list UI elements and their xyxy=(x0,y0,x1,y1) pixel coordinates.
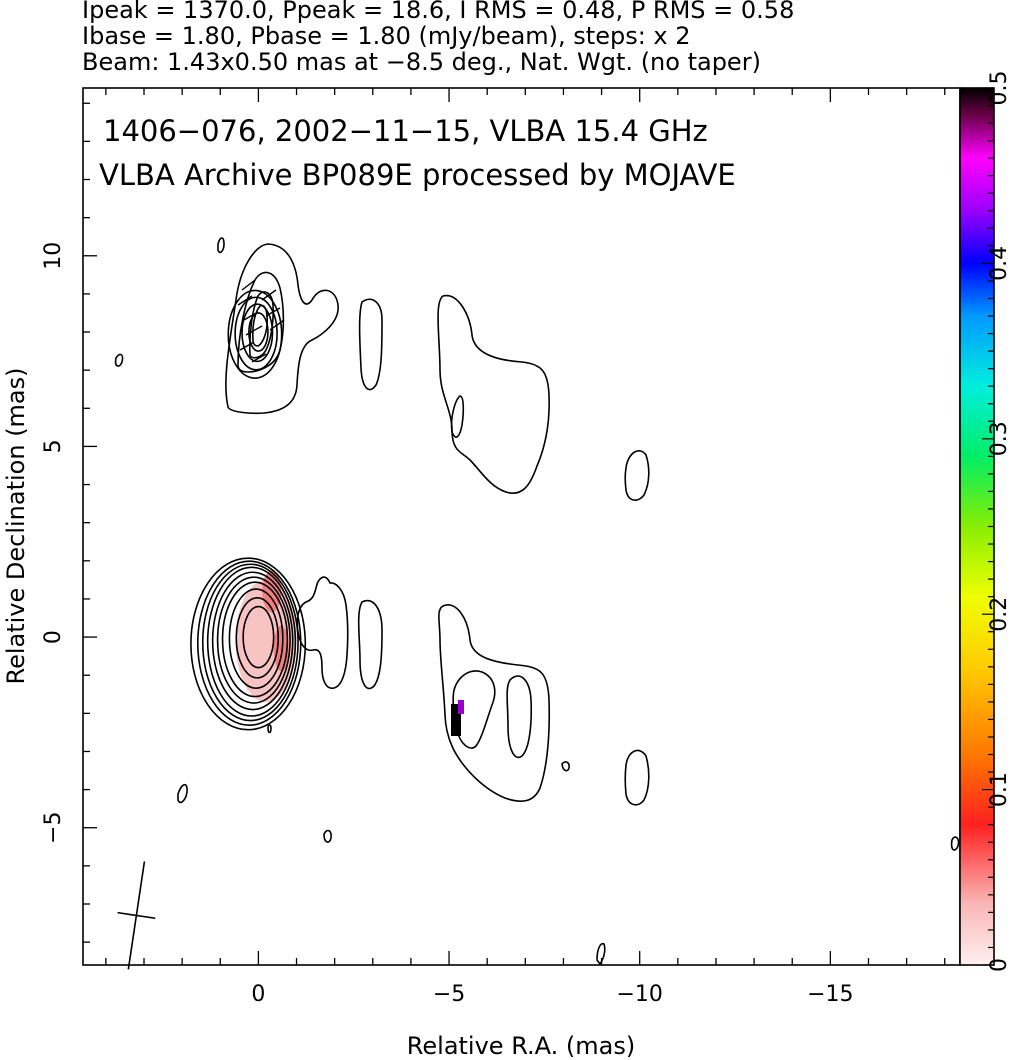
contour-level xyxy=(228,588,284,689)
y-axis-label: Relative Declination (mas) xyxy=(2,367,30,684)
header-line-2: Ibase = 1.80, Pbase = 1.80 (mJy/beam), s… xyxy=(82,22,691,50)
axis-ticks xyxy=(83,88,946,965)
contour-level xyxy=(227,289,283,379)
contour-layer xyxy=(114,237,960,970)
polarization-vector xyxy=(261,289,277,301)
contour-level xyxy=(241,303,274,363)
contour-level xyxy=(249,291,274,359)
contour-level xyxy=(624,749,650,806)
x-tick-label: −10 xyxy=(616,982,662,1007)
contour-level xyxy=(177,783,188,804)
colorbar-tick-label: 0.3 xyxy=(987,421,1012,456)
polarization-vector xyxy=(265,307,281,317)
contour-level xyxy=(234,296,278,371)
colorbar-tick-label: 0.5 xyxy=(987,71,1012,106)
beam-minor-axis xyxy=(117,911,156,920)
polarization-vector xyxy=(241,279,256,291)
contour-level xyxy=(216,576,291,704)
header-line-3: Beam: 1.43x0.50 mas at −8.5 deg., Nat. W… xyxy=(82,48,761,76)
contour-level xyxy=(438,604,551,802)
y-tick-label: 10 xyxy=(41,242,66,270)
colorbar-tick-label: 0.4 xyxy=(987,246,1012,281)
colorbar-labels: 0 0.1 0.2 0.3 0.4 0.5 xyxy=(987,71,1012,973)
contour-level xyxy=(221,581,289,698)
polarization-vector xyxy=(239,341,255,351)
polarization-patch xyxy=(451,704,461,736)
contour-level xyxy=(201,563,299,722)
contour-level xyxy=(624,450,650,501)
contour-level xyxy=(437,294,550,494)
contour-level xyxy=(237,271,285,373)
polarization-vector xyxy=(269,319,285,331)
contour-level xyxy=(267,724,272,734)
x-tick-labels: 0 −5 −10 −15 xyxy=(251,982,853,1007)
contour-level xyxy=(206,566,297,717)
y-tick-labels: 10 5 0 −5 xyxy=(41,242,66,844)
contour-level xyxy=(596,942,606,966)
contour-level xyxy=(323,829,332,843)
contour-level xyxy=(242,605,275,669)
polarization-vector xyxy=(245,325,263,336)
colorbar-tick-label: 0.1 xyxy=(987,772,1012,807)
contour-level xyxy=(950,836,960,851)
x-tick-label: 0 xyxy=(251,982,265,1007)
contour-level xyxy=(235,597,280,679)
contour-level xyxy=(211,571,294,711)
contour-level xyxy=(217,237,225,254)
y-tick-label: −5 xyxy=(41,812,66,844)
polarization-vector xyxy=(237,295,253,306)
contour-level xyxy=(506,675,533,759)
contour-level xyxy=(358,298,383,391)
polarization-vector xyxy=(251,353,267,363)
contour-level xyxy=(225,243,339,415)
x-tick-label: −15 xyxy=(807,982,853,1007)
contour-level xyxy=(450,395,465,438)
colorbar-tick-label: 0.2 xyxy=(987,597,1012,632)
contour-level xyxy=(190,557,307,731)
plot-frame xyxy=(82,87,961,966)
contour-level xyxy=(114,353,124,367)
plot-title-line-2: VLBA Archive BP089E processed by MOJAVE xyxy=(99,158,736,192)
contour-level xyxy=(357,599,383,690)
contour-level xyxy=(296,576,349,690)
contour-level xyxy=(248,312,269,352)
header-line-1: Ipeak = 1370.0, Ppeak = 18.6, I RMS = 0.… xyxy=(82,0,795,24)
contour-level xyxy=(561,761,570,772)
x-tick-label: −5 xyxy=(433,982,465,1007)
plot-title-line-1: 1406−076, 2002−11−15, VLBA 15.4 GHz xyxy=(103,114,708,148)
x-axis-label: Relative R.A. (mas) xyxy=(407,1032,635,1060)
y-tick-label: 0 xyxy=(41,630,66,644)
polarization-patch xyxy=(458,700,464,714)
contour-level xyxy=(252,304,268,347)
polarization-vector xyxy=(243,311,259,321)
y-tick-label: 5 xyxy=(41,439,66,453)
colorbar-ticks xyxy=(982,87,994,966)
colorbar-tick-label: 0 xyxy=(987,958,1012,972)
